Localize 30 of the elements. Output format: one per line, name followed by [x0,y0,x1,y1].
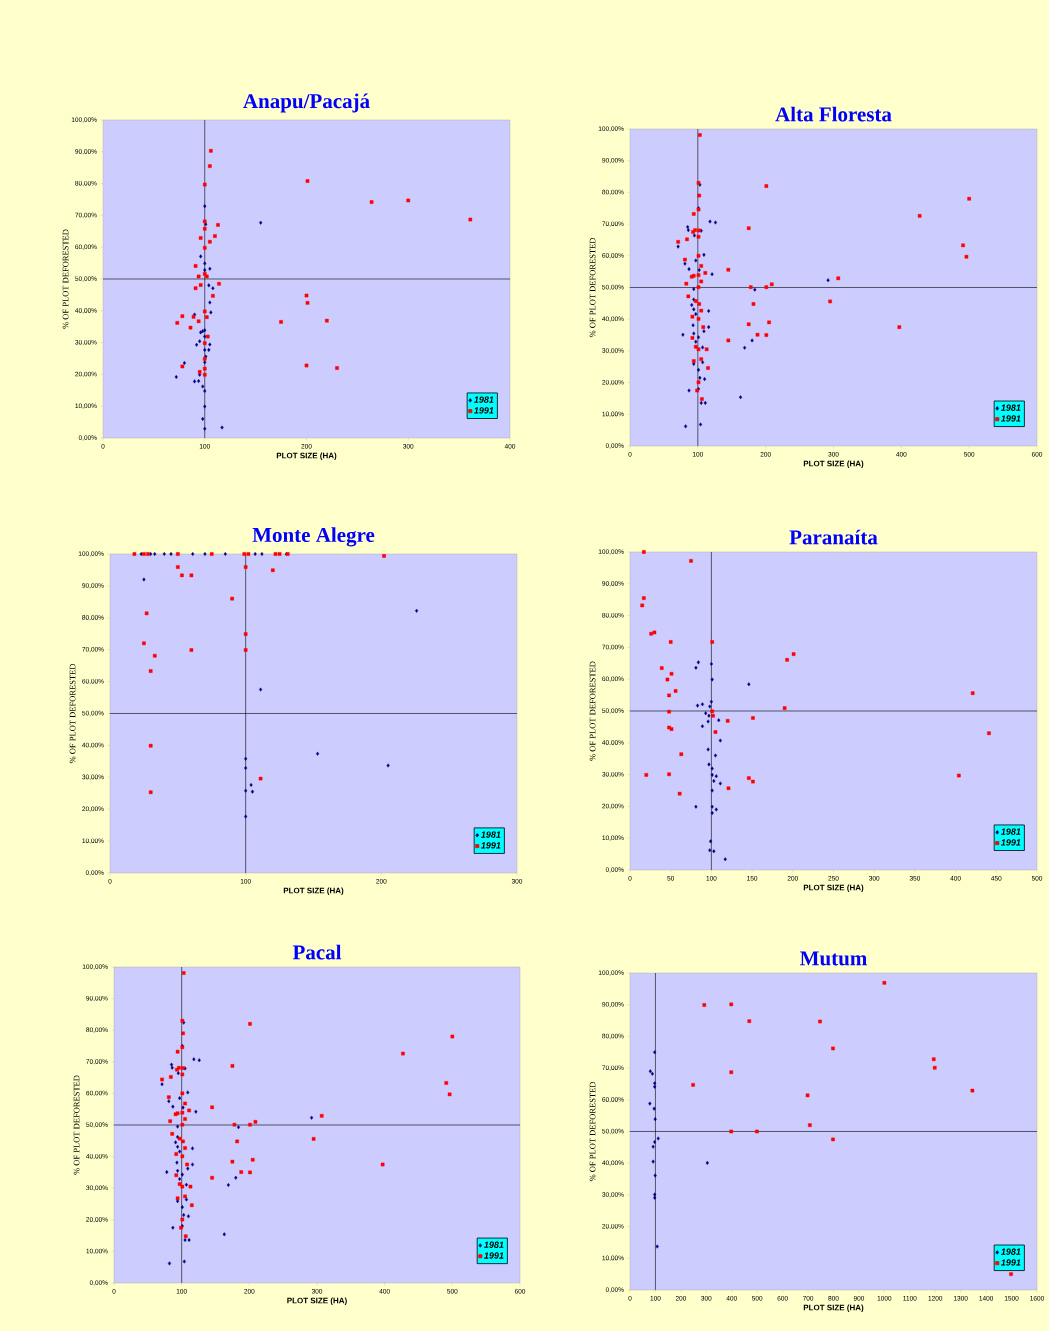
y-axis-title: % OF PLOT DEFORESTED [589,1081,596,1182]
legend-label: 1991 [481,842,501,849]
legend-label: 1981 [1001,1248,1021,1255]
legend-label: 1981 [484,1241,504,1248]
legend-label: 1991 [474,407,494,414]
chart-title: Mutum [800,951,867,966]
legend-label: 1981 [1001,404,1021,411]
x-axis-title: PLOT SIZE (HA) [803,1304,864,1312]
y-axis-title: % OF PLOT DEFORESTED [62,229,69,329]
legend-label: 1991 [1001,839,1021,846]
y-axis-title: % OF PLOT DEFORESTED [589,237,596,338]
x-axis-title: PLOT SIZE (HA) [803,884,864,892]
y-axis-title: % OF PLOT DEFORESTED [73,1075,80,1175]
legend-label: 1991 [484,1252,504,1259]
chart-title: Monte Alegre [252,527,375,547]
y-axis-title: % OF PLOT DEFORESTED [589,661,596,761]
legend-label: 1981 [1001,828,1021,835]
chart-title: Pacal [292,944,342,960]
x-axis-title: PLOT SIZE (HA) [283,887,344,895]
legend-label: 1981 [481,831,501,838]
legend-label: 1991 [1001,1259,1021,1266]
chart-title: Paranaíta [789,529,878,545]
y-axis-title: % OF PLOT DEFORESTED [69,663,76,764]
chart-title: Anapu/Pacajá [243,93,370,113]
x-axis-title: PLOT SIZE (HA) [287,1297,347,1305]
x-axis-title: PLOT SIZE (HA) [803,460,864,468]
chart-title: Alta Floresta [775,106,892,122]
x-axis-title: PLOT SIZE (HA) [276,452,337,460]
legend-label: 1991 [1001,415,1021,422]
legend-label: 1981 [474,396,494,403]
